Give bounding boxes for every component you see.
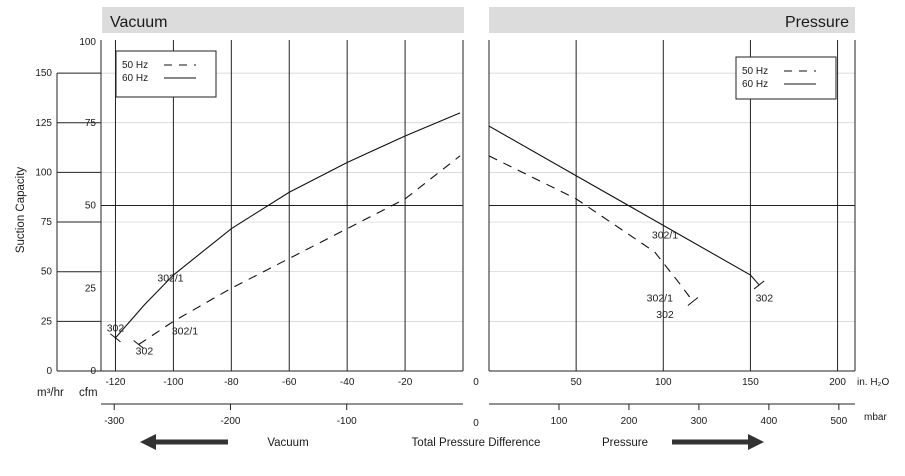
y-tick-m3hr: 75 [41, 217, 53, 228]
pressure-header-bar [489, 7, 855, 33]
y-tick-m3hr: 25 [41, 316, 53, 327]
legend-box [735, 56, 837, 100]
curve-label: 302 [136, 345, 154, 357]
x-tick-in-h2o: -120 [105, 377, 125, 388]
vacuum-header-bar [102, 7, 464, 33]
pressure-arrow [672, 434, 764, 450]
y-tick-m3hr: 100 [35, 167, 52, 178]
curve-end-mark [753, 280, 765, 290]
vacuum-header: Vacuum [110, 14, 168, 31]
x-tick-mbar: -200 [220, 416, 240, 427]
y-tick-m3hr: 0 [46, 366, 52, 377]
x-tick-in-h2o: 100 [655, 377, 672, 388]
total-pressure-difference-label: Total Pressure Difference [412, 437, 541, 449]
pressure-plot: 50 100 150 200 100 200 300 400 500 302/1 302 302/1 3… [488, 40, 856, 427]
pressure-header: Pressure [785, 14, 849, 31]
y-axis-label: Suction Capacity [15, 167, 27, 254]
x-tick-in-h2o: 50 [571, 377, 583, 388]
y-tick-m3hr: 125 [35, 118, 52, 129]
x-tick-mbar: 400 [761, 416, 778, 427]
x-tick-in-h2o: -40 [340, 377, 355, 388]
unit-mbar: mbar [864, 412, 887, 423]
x-tick-mbar: 500 [831, 416, 848, 427]
x-tick-in-h2o: 150 [742, 377, 759, 388]
unit-in-h2o: in. H₂O [857, 377, 889, 388]
x-tick-in-h2o: -80 [224, 377, 239, 388]
x-tick-in-h2o: -100 [163, 377, 183, 388]
y-unit-m3hr: m³/hr [37, 387, 64, 399]
curve-label: 302/1 [652, 230, 678, 242]
series-60hz-line [115, 112, 461, 339]
legend-label: 60 Hz [742, 79, 768, 90]
x-tick-in-h2o: 200 [829, 377, 846, 388]
x-tick-mbar: -100 [337, 416, 357, 427]
x-tick-mbar: -300 [104, 416, 124, 427]
curve-label: 302/1 [647, 292, 673, 304]
zero-tick-bottom: 0 [473, 418, 479, 429]
zero-tick-top: 0 [473, 377, 479, 388]
y-tick-m3hr: 150 [35, 68, 52, 79]
curve-label: 302/1 [172, 326, 198, 338]
legend-label: 50 Hz [122, 60, 148, 71]
curve-end-mark [687, 297, 699, 306]
curve-label: 302 [107, 322, 125, 334]
curve-label: 302/1 [157, 273, 183, 285]
vacuum-arrow [140, 434, 228, 450]
legend-label: 60 Hz [122, 73, 148, 84]
legend-label: 50 Hz [742, 66, 768, 77]
series-60hz-line [488, 125, 760, 286]
x-tick-mbar: 100 [551, 416, 568, 427]
curve-end-mark [133, 340, 144, 349]
y-tick-cfm: 25 [85, 283, 97, 294]
y-tick-cfm: 100 [79, 37, 96, 48]
x-tick-in-h2o: -20 [398, 377, 413, 388]
vacuum-arrow-label: Vacuum [267, 437, 308, 449]
curve-end-mark [110, 333, 121, 343]
x-tick-mbar: 300 [691, 416, 708, 427]
m3hr-axis: 150 125 100 75 50 25 0 [35, 68, 101, 377]
vacuum-plot: -120 -100 -80 -60 -40 -20 -300 -200 -100 302 302/1… [79, 37, 464, 427]
series-50hz-line [488, 155, 694, 302]
y-tick-m3hr: 50 [41, 267, 53, 278]
x-tick-in-h2o: -60 [282, 377, 297, 388]
curve-label: 302 [756, 292, 774, 304]
pressure-arrow-label: Pressure [602, 437, 648, 449]
y-unit-cfm: cfm [79, 387, 98, 399]
y-tick-cfm: 50 [85, 201, 97, 212]
series-50hz-line [138, 155, 461, 345]
legend-box [115, 50, 217, 98]
x-tick-mbar: 200 [621, 416, 638, 427]
curve-label: 302 [656, 309, 674, 321]
